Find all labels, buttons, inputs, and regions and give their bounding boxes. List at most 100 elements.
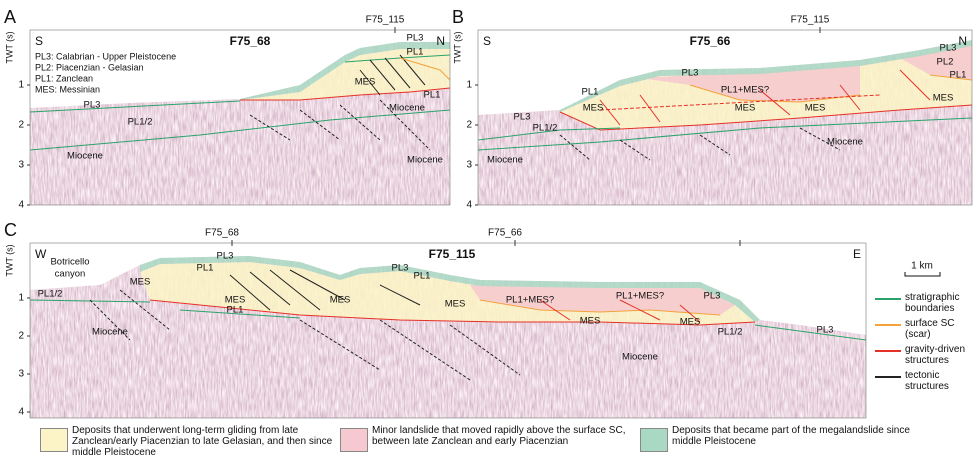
unit-label: Miocene: [487, 155, 523, 166]
axis-tick-label: 2: [466, 120, 472, 131]
unit-area: [560, 40, 972, 112]
structure-line: [179, 309, 301, 319]
unit-area: [900, 46, 972, 80]
unit-label: PL1/2: [38, 289, 63, 300]
end-label: S: [35, 34, 43, 48]
axis-label: TWT (s): [452, 31, 462, 63]
end-label: W: [35, 247, 47, 261]
unit-label: PL1/2: [128, 117, 153, 128]
scale-bar: [904, 272, 941, 277]
panel-letter: A: [4, 7, 16, 27]
axis-label: TWT (s): [4, 31, 14, 63]
unit-label: MES: [583, 103, 604, 114]
axis-tick-label: 3: [18, 369, 24, 380]
unit-label: PL1: [197, 263, 214, 274]
key-text: PL2: Piacenzian - Gelasian: [35, 62, 144, 72]
key-text: PL1: Zanclean: [35, 73, 93, 83]
unit-label: MES: [225, 295, 246, 306]
structure-line: [599, 94, 881, 111]
seismic-panel: [478, 30, 972, 205]
structure-line: [539, 299, 701, 323]
unit-label: MES: [445, 299, 466, 310]
unit-label: MES: [330, 295, 351, 306]
unit-label: MES: [805, 103, 826, 114]
unit-label: PL3: [407, 33, 424, 44]
structure-line: [479, 299, 721, 316]
legend-label: stratigraphic boundaries: [905, 292, 960, 314]
unit-label: PL3: [682, 68, 699, 79]
end-label: S: [483, 34, 491, 48]
unit-area: [140, 256, 760, 322]
legend-label: tectonic structures: [905, 370, 949, 392]
structure-line: [229, 269, 421, 311]
end-label: N: [958, 34, 967, 48]
unit-label: PL3: [940, 43, 957, 54]
crossing-label: F75_66: [488, 228, 522, 239]
unit-label: PL3: [704, 291, 721, 302]
legend-swatch: [875, 324, 901, 326]
seismic-panel: [30, 30, 450, 205]
unit-label: MES: [933, 93, 954, 104]
axis-tick-label: 4: [18, 200, 24, 211]
structure-line: [478, 127, 621, 141]
unit-label: PL3: [817, 325, 834, 336]
crossing-label: F75_68: [205, 228, 239, 239]
unit-label: PL1+MES?: [616, 291, 664, 302]
axis-tick-label: 4: [18, 407, 24, 418]
axis-tick-label: 1: [18, 80, 24, 91]
unit-label: PL2: [937, 57, 954, 68]
crossing-label: F75_115: [366, 15, 405, 26]
unit-label: Miocene: [827, 137, 863, 148]
unit-area: [240, 42, 450, 100]
unit-label: PL1: [227, 305, 244, 316]
unit-label: PL1: [582, 87, 599, 98]
structure-line: [559, 104, 972, 131]
unit-label: PL1: [424, 90, 441, 101]
unit-label: Miocene: [622, 352, 658, 363]
profile-title: F75_68: [230, 34, 271, 48]
structure-line: [30, 100, 241, 113]
legend-swatch: [875, 350, 901, 352]
structure-line: [478, 117, 972, 151]
water-column: [30, 30, 450, 108]
key-text: MES: Messinian: [35, 84, 100, 94]
scale-label: 1 km: [911, 261, 933, 272]
unit-label: Miocene: [67, 151, 103, 162]
unit-swatch: [640, 428, 668, 452]
profile-title: F75_66: [690, 34, 731, 48]
legend-label: gravity-driven structures: [905, 344, 966, 366]
unit-label: MES: [735, 103, 756, 114]
axis-tick-label: 1: [18, 293, 24, 304]
axis-tick-label: 2: [18, 331, 24, 342]
structure-line: [30, 299, 151, 303]
axis-tick-label: 1: [466, 80, 472, 91]
key-text: PL3: Calabrian - Upper Pleistocene: [35, 51, 176, 61]
structure-line: [249, 99, 431, 151]
unit-label: PL3: [217, 251, 234, 262]
legend-swatch: [875, 376, 901, 378]
axis-tick-label: 4: [466, 200, 472, 211]
structure-line: [240, 87, 450, 101]
unit-label: PL3: [392, 263, 409, 274]
unit-label: MES: [580, 316, 601, 327]
unit-label: Deposits that became part of the megalan…: [672, 425, 910, 447]
unit-label: PL1+MES?: [721, 85, 769, 96]
water-column: [478, 30, 972, 115]
end-label: N: [436, 34, 445, 48]
axis-label: TWT (s): [4, 244, 14, 276]
unit-label: Minor landslide that moved rapidly above…: [372, 425, 626, 447]
axis-tick-label: 2: [18, 120, 24, 131]
water-column: [30, 243, 866, 335]
unit-area: [240, 49, 450, 100]
unit-label: Miocene: [389, 103, 425, 114]
legend-label: surface SC (scar): [905, 318, 955, 340]
unit-label: MES: [130, 277, 151, 288]
unit-label: Botricello: [50, 257, 89, 268]
unit-label: Miocene: [92, 327, 128, 338]
unit-label: Miocene: [407, 155, 443, 166]
crossing-label: F75_115: [791, 15, 830, 26]
panel-letter: C: [4, 220, 17, 240]
panel-frame: [29, 242, 867, 419]
unit-label: PL1: [950, 70, 967, 81]
